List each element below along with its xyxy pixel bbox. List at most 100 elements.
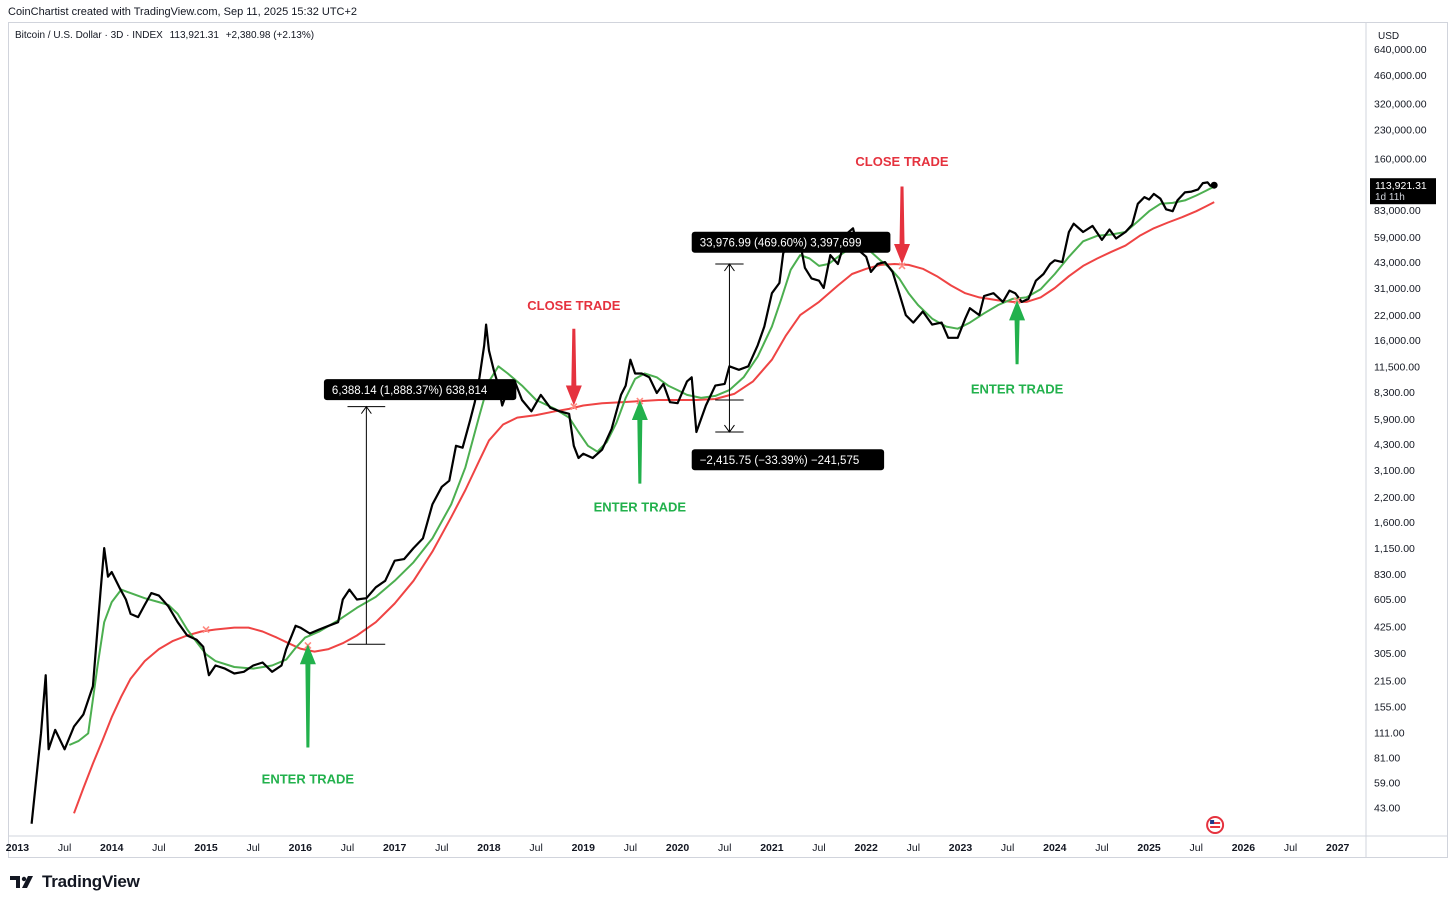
measure-label: 6,388.14 (1,888.37%) 638,814 [332, 385, 488, 397]
last-price-badge [1370, 178, 1436, 205]
legend-change: +2,380.98 (+2.13%) [225, 30, 315, 41]
us-flag-canton [1210, 820, 1215, 824]
y-tick-label: 81.00 [1374, 753, 1400, 765]
enter-trade-arrow-icon [631, 400, 648, 484]
measure-arrowhead [724, 263, 735, 272]
enter-trade-arrow-icon [1009, 300, 1026, 365]
y-tick-label: 155.00 [1374, 701, 1406, 713]
us-flag-stripe [1210, 822, 1221, 824]
y-tick-label: 2,200.00 [1374, 492, 1415, 504]
x-tick-label: 2027 [1326, 842, 1350, 854]
fast-ma-series-line [68, 185, 1215, 746]
x-tick-label: Jul [1284, 842, 1297, 854]
y-tick-label: 11,500.00 [1374, 361, 1420, 373]
x-tick-label: 2020 [666, 842, 690, 854]
y-tick-label: 215.00 [1374, 675, 1406, 687]
measure-arrowhead [724, 424, 735, 433]
symbol-legend: Bitcoin / U.S. Dollar · 3D · INDEX 113,9… [15, 30, 318, 41]
close-trade-arrow-icon [894, 186, 911, 264]
x-tick-label: 2019 [572, 842, 596, 854]
legend-symbol[interactable]: Bitcoin / U.S. Dollar · 3D · INDEX [15, 30, 163, 41]
tradingview-footer: TradingView [10, 872, 140, 892]
x-tick-label: 2018 [477, 842, 501, 854]
enter-trade-label: ENTER TRADE [971, 381, 1064, 396]
x-tick-label: Jul [341, 842, 354, 854]
enter-trade-label: ENTER TRADE [262, 772, 355, 787]
y-tick-label: 320,000.00 [1374, 99, 1427, 111]
y-tick-label: 230,000.00 [1374, 125, 1427, 137]
y-tick-label: 83,000.00 [1374, 205, 1421, 217]
enter-trade-label: ENTER TRADE [594, 499, 687, 514]
y-tick-label: 59.00 [1374, 778, 1400, 790]
x-tick-label: 2024 [1043, 842, 1067, 854]
y-tick-label: 43.00 [1374, 803, 1400, 815]
measure-label-box [691, 449, 885, 471]
y-tick-label: 1,150.00 [1374, 543, 1415, 555]
x-tick-label: Jul [58, 842, 71, 854]
x-tick-label: 2022 [855, 842, 879, 854]
y-tick-label: 305.00 [1374, 648, 1406, 660]
last-price-label: 113,921.31 [1375, 180, 1427, 192]
y-tick-label: 59,000.00 [1374, 232, 1421, 244]
y-tick-label: 460,000.00 [1374, 70, 1427, 82]
measure-label: 33,976.99 (469.60%) 3,397,699 [700, 238, 862, 250]
x-tick-label: 2025 [1137, 842, 1161, 854]
us-flag-stripe [1210, 826, 1221, 828]
y-tick-label: 4,300.00 [1374, 439, 1415, 451]
y-tick-label: 605.00 [1374, 594, 1406, 606]
y-tick-label: 3,100.00 [1374, 465, 1415, 477]
x-tick-label: Jul [435, 842, 448, 854]
y-tick-label: 111.00 [1374, 728, 1405, 740]
x-tick-label: Jul [812, 842, 825, 854]
y-tick-label: 31,000.00 [1374, 283, 1421, 295]
x-tick-label: 2013 [6, 842, 30, 854]
chart-credit: CoinChartist created with TradingView.co… [8, 6, 358, 18]
y-tick-label: 425.00 [1374, 622, 1406, 634]
crossover-marker [898, 262, 906, 270]
x-tick-label: 2014 [100, 842, 124, 854]
x-tick-label: 2021 [760, 842, 784, 854]
bar-countdown-label: 1d 11h [1375, 192, 1405, 203]
x-tick-label: Jul [1095, 842, 1108, 854]
slow-ma-series-line [73, 201, 1215, 814]
us-flag-event-icon[interactable] [1206, 816, 1225, 834]
y-tick-label: 830.00 [1374, 569, 1406, 581]
chart-frame [8, 22, 1448, 858]
x-tick-label: Jul [246, 842, 259, 854]
measure-label-box [323, 379, 517, 401]
x-tick-label: 2023 [949, 842, 973, 854]
measure-label: −2,415.75 (−33.39%) −241,575 [700, 455, 860, 467]
last-price-dot [1210, 181, 1218, 189]
currency-label: USD [1378, 31, 1399, 42]
close-trade-label: CLOSE TRADE [855, 154, 949, 169]
x-tick-label: Jul [718, 842, 731, 854]
crossover-marker [570, 403, 578, 411]
crossover-marker [202, 625, 210, 634]
x-tick-label: 2017 [383, 842, 407, 854]
x-tick-label: 2015 [194, 842, 218, 854]
close-trade-arrow-icon [565, 328, 582, 406]
legend-price: 113,921.31 [169, 30, 219, 41]
x-tick-label: Jul [529, 842, 542, 854]
y-tick-label: 8,300.00 [1374, 387, 1415, 399]
close-trade-label: CLOSE TRADE [527, 298, 621, 313]
tradingview-logo-icon [10, 876, 33, 888]
x-tick-label: Jul [1190, 842, 1203, 854]
y-tick-label: 43,000.00 [1374, 257, 1421, 269]
enter-trade-arrow-icon [299, 644, 316, 748]
y-tick-label: 5,900.00 [1374, 414, 1415, 426]
y-tick-label: 16,000.00 [1374, 335, 1421, 347]
x-tick-label: Jul [907, 842, 920, 854]
x-tick-label: Jul [152, 842, 165, 854]
x-tick-label: Jul [1001, 842, 1014, 854]
tradingview-brand[interactable]: TradingView [42, 872, 140, 891]
x-tick-label: 2026 [1232, 842, 1256, 854]
measure-arrowhead [360, 405, 372, 414]
x-tick-label: Jul [624, 842, 637, 854]
price-series-line [30, 181, 1215, 824]
y-tick-label: 160,000.00 [1374, 153, 1427, 165]
y-tick-label: 640,000.00 [1374, 44, 1427, 56]
x-tick-label: 2016 [289, 842, 313, 854]
y-tick-label: 22,000.00 [1374, 310, 1421, 322]
